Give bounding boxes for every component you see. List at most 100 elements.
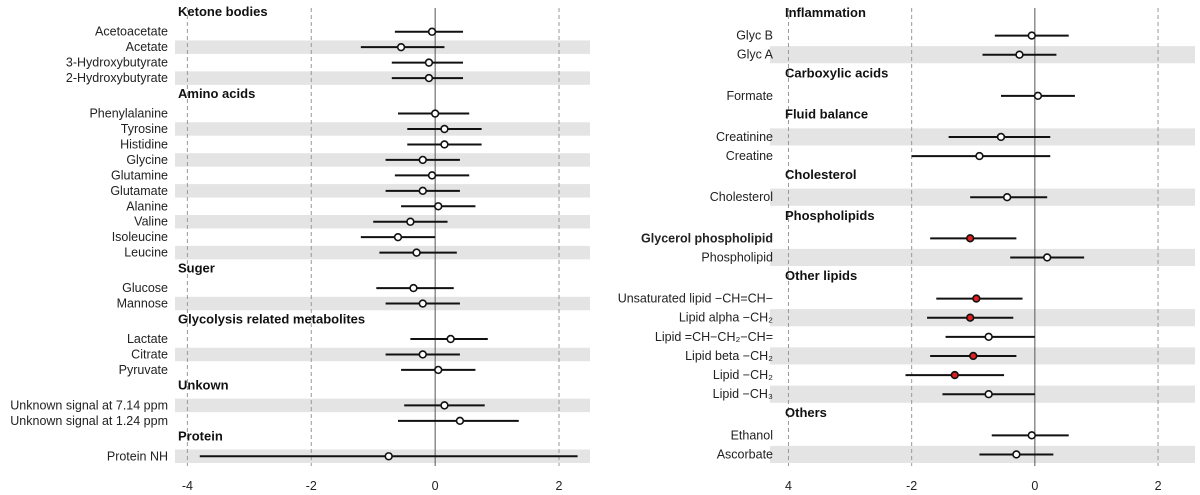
row-label: Alanine [126,199,168,213]
point-estimate [406,217,415,226]
x-tick-label: -2 [306,479,317,493]
row-label: Valine [134,215,168,229]
point-estimate [440,401,449,410]
point-estimate [1033,91,1043,101]
point-estimate [965,234,975,243]
point-estimate [1027,431,1036,440]
point-estimate [975,151,984,161]
group-heading: Carboxylic acids [785,65,888,80]
row-label: Creatine [726,149,773,163]
row-label: Unsaturated lipid −CH=CH− [618,292,773,306]
point-estimate [1002,192,1012,202]
row-label: Lipid alpha −CH₂ [679,311,773,325]
point-estimate [446,334,455,344]
right-forest-panel: 4 -2 0 2 Inflammation Carboxylic acids Fluid b… [618,5,1195,493]
point-estimate [455,416,465,426]
row-label: Histidine [120,137,168,151]
row-label: Ascorbate [717,447,773,461]
row-label: Lipid −CH₂ [713,368,773,382]
point-estimate [418,186,427,196]
point-estimate [418,155,427,165]
point-estimate [396,42,406,52]
point-estimate [965,313,975,322]
point-estimate [972,294,981,303]
point-estimate [418,350,427,359]
row-label: Glucose [122,281,168,295]
point-estimate [424,58,434,67]
row-label: Glycine [126,153,168,167]
row-stripe [175,184,590,198]
point-estimate [1042,253,1052,262]
point-estimate [384,452,393,461]
point-estimate [969,351,978,361]
point-estimate [440,140,449,149]
group-heading: Phospholipids [785,208,875,223]
point-estimate [1012,450,1021,459]
row-label: Glycerol phospholipid [641,231,773,245]
group-heading: Cholesterol [785,167,857,182]
row-label: Phospholipid [701,250,773,264]
row-stripe [175,122,590,136]
group-heading: Others [785,405,827,420]
row-stripe [175,153,590,167]
group-heading: Ketone bodies [178,4,268,19]
row-stripe [175,398,590,413]
point-estimate [984,389,993,399]
row-label: Lactate [127,332,168,346]
row-label: Lipid =CH−CH₂−CH= [655,330,773,344]
row-label: Lipid beta −CH₂ [685,349,773,363]
row-label: 3-Hydroxybutyrate [66,56,168,70]
row-stripe [175,347,590,362]
group-heading: Amino acids [178,86,255,101]
point-estimate [412,248,421,257]
row-label: Acetoacetate [95,25,168,39]
point-estimate [434,202,443,211]
point-estimate [996,132,1006,142]
point-estimate [409,283,418,293]
left-forest-panel: -4 -2 0 2 Ketone bodies Amino acids Suger Glyco… [10,4,590,493]
point-estimate [1027,31,1036,40]
point-estimate [430,109,440,118]
row-label: Lipid −CH₃ [713,387,773,401]
point-estimate [427,27,437,36]
x-tick-label: 0 [432,479,439,493]
row-stripe [770,248,1195,266]
row-label: Citrate [131,347,168,361]
group-heading: Glycolysis related metabolites [178,311,365,326]
point-estimate [393,232,403,242]
group-heading: Suger [178,260,215,275]
row-label: Acetate [126,40,168,54]
row-label: Protein NH [107,449,168,463]
row-label: Pyruvate [119,363,168,377]
row-label: Glyc B [736,29,773,43]
group-heading: Protein [178,429,223,444]
point-estimate [434,365,443,375]
point-estimate [427,171,437,180]
row-label: Isoleucine [112,230,168,244]
group-heading: Unkown [178,378,229,393]
x-tick-label: -4 [182,479,193,493]
point-estimate [418,299,427,308]
x-tick-label: 2 [1155,479,1162,493]
row-stripe [175,296,590,311]
row-label: Unknown signal at 7.14 ppm [10,398,168,412]
row-label: Glyc A [737,48,774,62]
x-tick-label: 4 [785,479,792,493]
row-label: Tyrosine [121,122,168,136]
x-tick-label: 2 [556,479,563,493]
row-label: Glutamine [111,168,168,182]
row-label: Unknown signal at 1.24 ppm [10,414,168,428]
row-label: Formate [726,89,773,103]
point-estimate [950,370,959,380]
point-estimate [984,332,993,342]
row-label: Ethanol [731,428,773,442]
row-stripe [175,71,590,85]
row-label: Cholesterol [710,190,773,204]
row-label: Glutamate [110,184,168,198]
row-label: Phenylalanine [89,107,168,121]
group-heading: Other lipids [785,268,857,283]
group-heading: Fluid balance [785,107,868,122]
row-label: Creatinine [716,130,773,144]
point-estimate [424,73,434,83]
